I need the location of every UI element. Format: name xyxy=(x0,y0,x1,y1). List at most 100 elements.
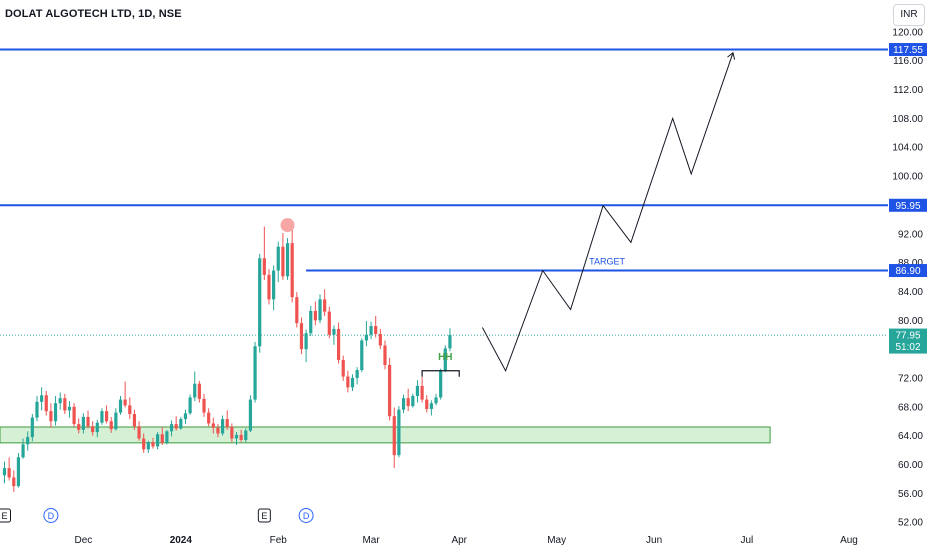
candle-body xyxy=(216,427,220,434)
candle-body xyxy=(355,370,359,378)
candle-body xyxy=(49,411,53,422)
candle-body xyxy=(369,326,373,335)
candle-body xyxy=(332,328,336,335)
candle-body xyxy=(295,297,299,324)
level-badge xyxy=(889,198,927,212)
candle-body xyxy=(7,468,11,478)
y-tick-label: 88.00 xyxy=(898,258,923,269)
x-tick-label: May xyxy=(547,535,566,546)
level-badge xyxy=(889,43,927,57)
y-tick-label: 52.00 xyxy=(898,518,923,529)
candle-body xyxy=(95,422,99,433)
candle-body xyxy=(137,426,141,439)
y-tick-label: 64.00 xyxy=(898,431,923,442)
candle-body xyxy=(378,333,382,346)
candle-body xyxy=(392,416,396,456)
earnings-marker xyxy=(0,508,11,523)
candle-body xyxy=(91,426,95,433)
candle-body xyxy=(26,437,30,445)
candle-body xyxy=(411,395,415,407)
high-marker xyxy=(280,218,295,233)
candle-body xyxy=(44,395,48,412)
candle-body xyxy=(364,334,369,341)
candle-body xyxy=(151,442,155,447)
candle-body xyxy=(383,345,387,365)
projection-arrowhead xyxy=(727,51,736,60)
projection-polyline xyxy=(481,52,734,373)
candle-body xyxy=(118,399,123,413)
earnings-marker xyxy=(257,508,271,523)
candle-body xyxy=(81,416,85,430)
earnings-marker-label: E xyxy=(261,511,267,521)
candle-body xyxy=(179,419,183,429)
y-tick-label: 112.00 xyxy=(893,85,923,96)
candle-body xyxy=(327,311,331,335)
candle-body xyxy=(323,299,327,312)
candle-body xyxy=(230,427,234,439)
last-price-text: 77.95 xyxy=(895,331,920,342)
candle-body xyxy=(420,385,424,400)
candle-body xyxy=(304,333,308,350)
candle-body xyxy=(142,438,146,450)
y-tick-label: 100.00 xyxy=(892,172,923,183)
candle-body xyxy=(211,423,215,428)
y-tick-label: 68.00 xyxy=(898,402,923,413)
candle-body xyxy=(281,246,285,277)
candle-body xyxy=(267,274,271,300)
candle-body xyxy=(415,385,420,396)
support-zone xyxy=(0,426,771,444)
candle-body xyxy=(244,430,248,440)
level-badge-text: 86.90 xyxy=(895,266,920,277)
candle-body xyxy=(123,399,127,406)
candle-body xyxy=(360,340,364,371)
candle-body xyxy=(220,419,225,434)
x-tick-label: Jun xyxy=(646,535,662,546)
currency-button[interactable]: INR xyxy=(893,4,925,26)
candle-body xyxy=(12,477,16,487)
candle-body xyxy=(429,403,433,409)
y-tick-label: 80.00 xyxy=(898,316,923,327)
candle-body xyxy=(350,377,355,388)
candle-body xyxy=(253,346,257,400)
y-tick-label: 92.00 xyxy=(898,229,923,240)
price-axis[interactable]: 52.0056.0060.0064.0068.0072.0076.0080.00… xyxy=(892,27,923,528)
dividend-marker-label: D xyxy=(303,511,310,521)
y-tick-label: 60.00 xyxy=(898,460,923,471)
candle-body xyxy=(100,411,104,423)
candle-body xyxy=(114,412,118,430)
candle-body xyxy=(104,411,109,422)
candle-body xyxy=(225,419,229,428)
candle-body xyxy=(439,370,443,398)
x-tick-label: Dec xyxy=(74,535,92,546)
candle-body xyxy=(388,364,392,417)
candle-body xyxy=(109,421,113,430)
candle-body xyxy=(299,323,304,350)
dividend-marker-label: D xyxy=(48,511,55,521)
hh-bracket xyxy=(421,370,460,377)
candle-body xyxy=(290,243,294,298)
candle-body xyxy=(165,431,169,443)
candle-body xyxy=(443,348,447,371)
y-tick-label: 116.00 xyxy=(893,56,923,67)
candle-body xyxy=(132,414,137,427)
candle-body xyxy=(202,398,206,413)
candle-body xyxy=(272,270,276,300)
chart-title: DOLAT ALGOTECH LTD, 1D, NSE xyxy=(5,8,182,20)
candle-body xyxy=(188,397,192,414)
candle-body xyxy=(397,409,401,456)
candle-body xyxy=(285,243,290,277)
earnings-marker-label: E xyxy=(1,511,7,521)
y-tick-label: 56.00 xyxy=(898,489,923,500)
candle-body xyxy=(406,398,410,407)
projection-path[interactable] xyxy=(481,51,736,373)
dividend-marker xyxy=(298,508,314,523)
time-axis[interactable]: Dec 2024 Feb Mar Apr May Jun Jul Aug xyxy=(74,535,857,546)
y-tick-label: 72.00 xyxy=(898,373,923,384)
candle-body xyxy=(183,413,188,420)
candle-body xyxy=(318,299,322,321)
support-zone-rect xyxy=(0,426,771,444)
horizontal-levels[interactable] xyxy=(0,48,888,336)
